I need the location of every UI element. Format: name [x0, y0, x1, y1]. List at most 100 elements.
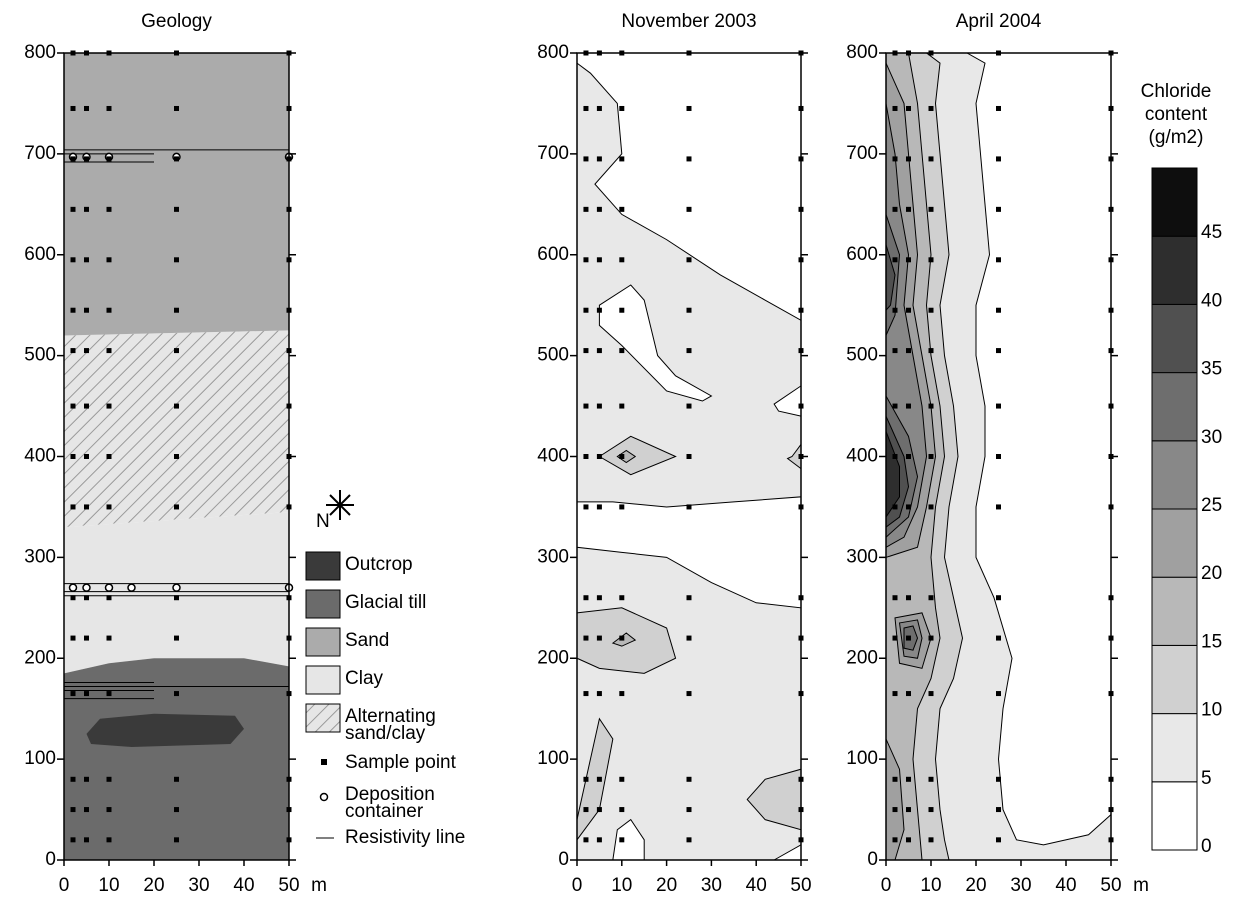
deposition-container	[82, 583, 91, 592]
y-tick-label: 700	[846, 143, 878, 164]
legend-label: Glacial till	[345, 592, 427, 613]
sample-point	[596, 403, 602, 409]
sample-point	[583, 403, 589, 409]
sample-point	[892, 403, 898, 409]
sample-point	[174, 257, 179, 263]
sample-point	[596, 454, 602, 459]
sample-point	[174, 595, 179, 601]
x-tick-label: 20	[965, 875, 986, 896]
sample-point	[619, 837, 625, 843]
deposition-container	[68, 583, 78, 592]
sample-point	[84, 156, 89, 162]
colorbar-tick-label: 0	[1201, 836, 1212, 857]
sample-point	[174, 206, 179, 212]
sample-point	[996, 257, 1001, 263]
sample-point	[996, 837, 1001, 843]
sample-point	[892, 105, 898, 111]
sample-point	[686, 635, 692, 641]
sample-point	[619, 307, 625, 313]
contour-region	[598, 435, 677, 476]
sample-point	[892, 595, 898, 601]
y-tick-label: 400	[846, 446, 878, 467]
geology-unit	[64, 511, 289, 674]
x-unit: m	[1133, 875, 1149, 896]
sample-point	[84, 776, 89, 782]
sample-point	[84, 307, 89, 313]
sample-point	[906, 348, 911, 354]
sample-point	[928, 807, 934, 813]
sample-point	[906, 156, 911, 162]
y-tick-label: 500	[846, 345, 878, 366]
sample-point	[906, 837, 911, 843]
sample-point	[619, 105, 625, 111]
x-tick-label: 30	[1010, 875, 1031, 896]
x-tick-label: 50	[1100, 875, 1121, 896]
sample-point	[106, 837, 112, 843]
sample-point	[106, 156, 112, 162]
sample-point	[619, 403, 625, 409]
sample-point	[906, 595, 911, 601]
sample-point	[596, 206, 602, 212]
sample-point	[686, 257, 692, 263]
sample-point	[892, 691, 898, 697]
sample-point	[596, 595, 602, 601]
sample-point	[928, 105, 934, 111]
sample-point	[174, 691, 179, 697]
sample-point	[906, 454, 911, 459]
x-tick-label: 0	[881, 875, 892, 896]
y-tick-label: 600	[24, 244, 56, 265]
sample-point	[70, 257, 76, 263]
sample-point	[928, 257, 934, 263]
sample-point	[583, 307, 589, 313]
sample-point	[686, 837, 692, 843]
sample-point	[583, 348, 589, 354]
legend-swatch	[305, 627, 341, 657]
y-tick-label: 200	[537, 647, 569, 668]
sample-point	[996, 403, 1001, 409]
sample-point	[906, 307, 911, 313]
colorbar-tick-label: 35	[1201, 359, 1222, 380]
sample-point	[928, 776, 934, 782]
sample-point	[106, 257, 112, 263]
sample-point	[596, 837, 602, 843]
sample-point	[583, 691, 589, 697]
sample-point	[596, 156, 602, 162]
legend-deposition-marker	[319, 792, 329, 802]
colorbar-tick-label: 40	[1201, 290, 1222, 311]
sample-point	[583, 105, 589, 111]
sample-point	[928, 595, 934, 601]
sample-point	[892, 776, 898, 782]
sample-point	[686, 348, 692, 354]
sample-point	[84, 691, 89, 697]
y-tick-label: 700	[537, 143, 569, 164]
sample-point	[928, 691, 934, 697]
sample-point	[619, 206, 625, 212]
sample-point	[174, 635, 179, 641]
sample-point	[174, 776, 179, 782]
colorbar-tick-label: 5	[1201, 768, 1212, 789]
sample-point	[84, 837, 89, 843]
north-star-line	[329, 494, 351, 516]
colorbar-band	[1151, 781, 1198, 851]
sample-point	[686, 595, 692, 601]
x-tick-label: 30	[701, 875, 722, 896]
y-tick-label: 400	[24, 446, 56, 467]
panel-title: November 2003	[621, 11, 756, 32]
sample-point	[619, 156, 625, 162]
sample-point	[928, 403, 934, 409]
sample-point	[686, 504, 692, 510]
colorbar-tick-label: 20	[1201, 563, 1222, 584]
x-tick-label: 0	[572, 875, 583, 896]
sample-point	[619, 454, 625, 459]
sample-point	[583, 206, 589, 212]
sample-point	[174, 454, 179, 459]
sample-point	[996, 307, 1001, 313]
y-tick-label: 100	[537, 748, 569, 769]
sample-point	[70, 837, 76, 843]
sample-point	[906, 504, 911, 510]
sample-point	[70, 206, 76, 212]
legend-sample-marker	[321, 759, 327, 765]
sample-point	[996, 105, 1001, 111]
legend-label: Outcrop	[345, 554, 413, 575]
